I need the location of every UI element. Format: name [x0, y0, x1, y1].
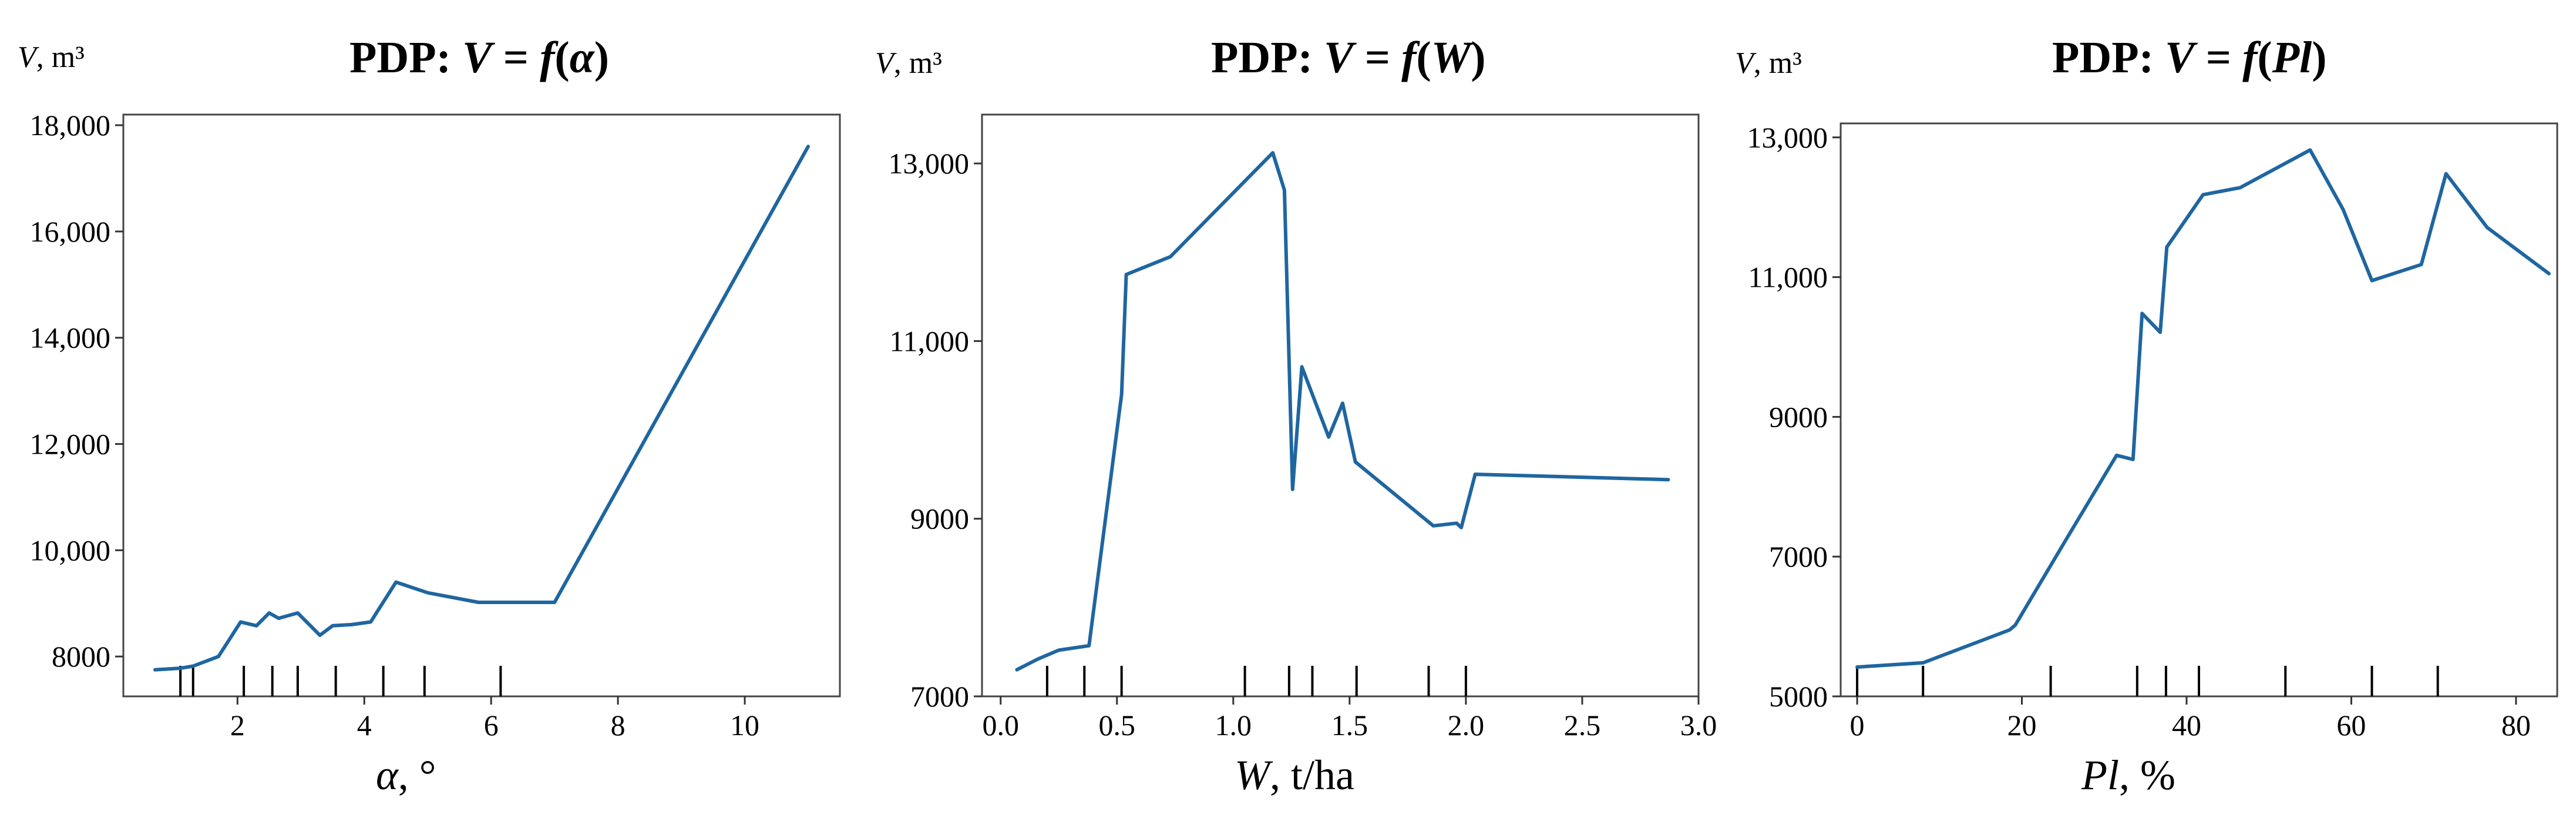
x-tick-label: 80: [2501, 709, 2531, 742]
x-axis-label: W, t/ha: [1235, 752, 1354, 799]
y-tick-label: 5000: [1769, 680, 1828, 713]
y-axis-unit-label: V, m³: [1735, 46, 1802, 80]
x-tick-label: 1.0: [1215, 709, 1252, 742]
y-tick-label: 13,000: [1747, 121, 1828, 154]
x-axis-label: Pl, %: [2081, 752, 2175, 799]
y-axis-unit-label: V, m³: [875, 46, 942, 80]
chart-title: PDP: V = f(α): [349, 33, 610, 82]
y-tick-label: 8000: [52, 640, 110, 673]
pdp-line: [1015, 151, 1670, 672]
pdp-line: [153, 145, 810, 672]
chart-panel-alpha: 8000 10,000 12,000 14,000 16,000 18,000 2 4 6 8 10…: [0, 0, 859, 818]
plot-area-pl: 5000 7000 9000 11,000 13,000 0 20 40 60 80: [1747, 121, 2558, 742]
x-tick-label: 6: [484, 709, 499, 742]
x-tick-label: 40: [2172, 709, 2201, 742]
chart-panel-w: 7000 9000 11,000 13,000 0.0 0.5 1.0 1.5 2.0 2.5 3.…: [859, 0, 1717, 818]
pdp-line: [1855, 148, 2551, 669]
y-tick-label: 11,000: [1748, 261, 1828, 294]
plot-frame: [122, 113, 841, 698]
x-tick-label: 8: [611, 709, 625, 742]
x-tick-label: 0.0: [982, 709, 1019, 742]
x-axis-label: α, °: [376, 752, 436, 799]
x-tick-label: 2.5: [1564, 709, 1601, 742]
chart-panel-pl: 5000 7000 9000 11,000 13,000 0 20 40 60 80 V, m³ …: [1717, 0, 2576, 818]
x-tick-label: 20: [2007, 709, 2037, 742]
y-tick-label: 13,000: [889, 147, 970, 180]
y-tick-label: 9000: [910, 502, 969, 535]
x-tick-label: 60: [2336, 709, 2366, 742]
y-tick-label: 12,000: [30, 428, 111, 461]
plot-frame: [1839, 122, 2558, 698]
y-tick-label: 7000: [910, 680, 969, 713]
plot-frame: [981, 113, 1700, 698]
chart-title: PDP: V = f(Pl): [2052, 33, 2327, 82]
plot-area-w: 7000 9000 11,000 13,000 0.0 0.5 1.0 1.5 2.0 2.5 3.…: [889, 113, 1717, 742]
x-tick-label: 3.0: [1680, 709, 1717, 742]
y-tick-label: 7000: [1769, 540, 1828, 573]
y-tick-label: 10,000: [30, 534, 111, 566]
y-tick-label: 9000: [1769, 400, 1828, 433]
x-tick-label: 2.0: [1448, 709, 1485, 742]
y-tick-label: 16,000: [30, 215, 111, 248]
x-tick-label: 1.5: [1331, 709, 1368, 742]
x-tick-label: 10: [730, 709, 759, 742]
y-axis-unit-label: V, m³: [18, 41, 85, 74]
y-tick-label: 11,000: [889, 324, 969, 357]
x-tick-label: 0: [1850, 709, 1865, 742]
y-tick-label: 18,000: [30, 109, 111, 142]
x-tick-label: 2: [230, 709, 245, 742]
y-tick-label: 14,000: [30, 321, 111, 354]
x-tick-label: 0.5: [1098, 709, 1135, 742]
chart-title: PDP: V = f(W): [1211, 33, 1486, 82]
x-tick-label: 4: [357, 709, 372, 742]
plot-area-alpha: 8000 10,000 12,000 14,000 16,000 18,000 2 4 6 8 10: [30, 109, 841, 742]
